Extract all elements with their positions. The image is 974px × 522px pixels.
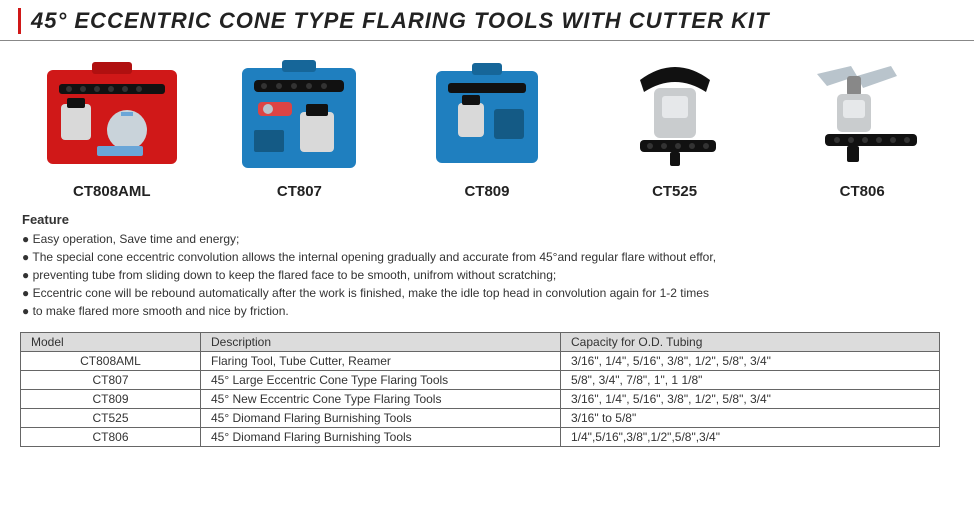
feature-text: Eccentric cone will be rebound automatic… [33,286,709,300]
table-row: CT808AML Flaring Tool, Tube Cutter, Ream… [21,351,940,370]
feature-line: ● The special cone eccentric convolution… [22,248,952,266]
table-row: CT809 45° New Eccentric Cone Type Flarin… [21,389,940,408]
table-row: CT525 45° Diomand Flaring Burnishing Too… [21,408,940,427]
product-label: CT806 [840,183,885,200]
product-label: CT808AML [73,183,151,200]
product-label: CT525 [652,183,697,200]
feature-text: Easy operation, Save time and energy; [33,232,240,246]
product-ct525: CT525 [590,57,760,200]
cell-description: 45° New Eccentric Cone Type Flaring Tool… [201,389,561,408]
product-label: CT809 [464,183,509,200]
feature-line: ● Easy operation, Save time and energy; [22,230,952,248]
product-ct806: CT806 [777,57,947,200]
table-row: CT806 45° Diomand Flaring Burnishing Too… [21,427,940,446]
feature-line: ● Eccentric cone will be rebound automat… [22,284,952,302]
feature-text: to make flared more smooth and nice by f… [33,304,289,318]
product-ct809: CT809 [402,57,572,200]
product-image-ct809 [407,57,567,177]
page-title: 45° ECCENTRIC CONE TYPE FLARING TOOLS WI… [31,8,770,34]
product-label: CT807 [277,183,322,200]
cell-model: CT807 [21,370,201,389]
cell-description: Flaring Tool, Tube Cutter, Reamer [201,351,561,370]
cell-capacity: 3/16" to 5/8" [561,408,940,427]
col-header-description: Description [201,332,561,351]
col-header-model: Model [21,332,201,351]
title-accent-bar [18,8,21,34]
cell-capacity: 3/16", 1/4", 5/16", 3/8", 1/2", 5/8", 3/… [561,351,940,370]
table-row: CT807 45° Large Eccentric Cone Type Flar… [21,370,940,389]
title-bar: 45° ECCENTRIC CONE TYPE FLARING TOOLS WI… [0,0,974,41]
product-image-ct806 [782,57,942,177]
product-image-ct807 [219,57,379,177]
cell-model: CT806 [21,427,201,446]
feature-line: ● preventing tube from sliding down to k… [22,266,952,284]
product-ct808aml: CT808AML [27,57,197,200]
col-header-capacity: Capacity for O.D. Tubing [561,332,940,351]
cell-model: CT808AML [21,351,201,370]
feature-block: Feature ● Easy operation, Save time and … [0,204,974,328]
table-header-row: Model Description Capacity for O.D. Tubi… [21,332,940,351]
cell-description: 45° Large Eccentric Cone Type Flaring To… [201,370,561,389]
product-image-ct525 [595,57,755,177]
feature-heading: Feature [22,210,952,230]
feature-text: The special cone eccentric convolution a… [32,250,716,264]
product-ct807: CT807 [214,57,384,200]
cell-description: 45° Diomand Flaring Burnishing Tools [201,408,561,427]
cell-model: CT525 [21,408,201,427]
cell-model: CT809 [21,389,201,408]
spec-table: Model Description Capacity for O.D. Tubi… [20,332,940,447]
cell-capacity: 1/4",5/16",3/8",1/2",5/8",3/4" [561,427,940,446]
cell-capacity: 3/16", 1/4", 5/16", 3/8", 1/2", 5/8", 3/… [561,389,940,408]
feature-text: preventing tube from sliding down to kee… [33,268,557,282]
cell-description: 45° Diomand Flaring Burnishing Tools [201,427,561,446]
cell-capacity: 5/8", 3/4", 7/8", 1", 1 1/8" [561,370,940,389]
feature-line: ● to make flared more smooth and nice by… [22,302,952,320]
products-row: CT808AML CT807 [0,49,974,204]
product-image-ct808aml [32,57,192,177]
